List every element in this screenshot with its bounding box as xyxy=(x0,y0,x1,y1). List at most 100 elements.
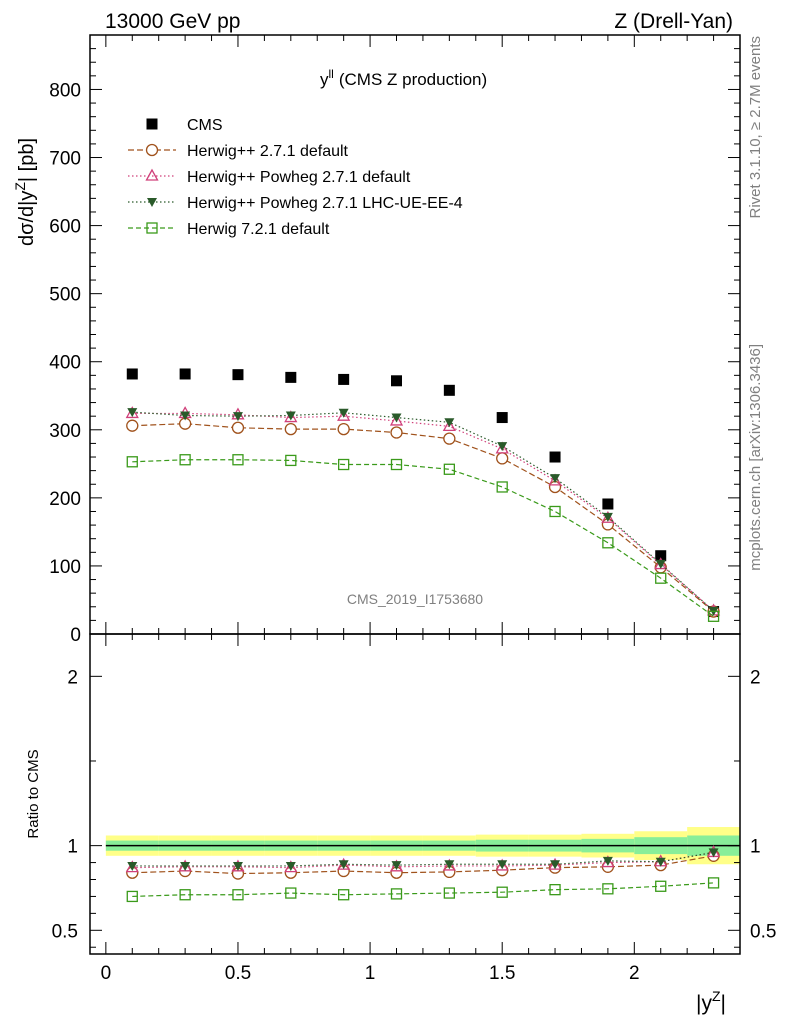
series-line xyxy=(132,411,714,612)
series-line xyxy=(132,412,714,612)
ratio-plot-frame xyxy=(89,633,741,955)
data-point xyxy=(707,610,720,622)
data-point xyxy=(391,375,403,387)
y-tick-label: 800 xyxy=(49,80,81,101)
legend-label: CMS xyxy=(187,117,223,134)
series-line xyxy=(132,459,714,617)
x-tick-label: 2 xyxy=(629,963,640,984)
data-point xyxy=(496,412,508,424)
x-tick-label: 0 xyxy=(101,963,112,984)
header-right-label: Z (Drell-Yan) xyxy=(614,10,733,33)
legend-entry: Herwig++ 2.7.1 default xyxy=(128,143,349,160)
x-tick-label: 1 xyxy=(365,963,376,984)
data-point xyxy=(390,458,403,471)
legend-marker xyxy=(145,143,159,157)
data-point xyxy=(337,422,350,436)
ratio-data-point xyxy=(443,887,455,899)
y-axis-label: dσ/d|yZ| [pb] xyxy=(12,138,38,246)
data-point xyxy=(442,419,456,432)
mcplots-reference-label: mcplots.cern.ch [arXiv:1306.3436] xyxy=(747,344,764,571)
legend-entry: Herwig++ Powheg 2.7.1 LHC-UE-EE-4 xyxy=(128,195,463,212)
analysis-watermark: CMS_2019_I1753680 xyxy=(347,591,483,607)
ratio-data-point xyxy=(125,860,139,873)
data-point xyxy=(231,421,245,434)
legend-marker xyxy=(146,118,158,130)
data-point xyxy=(497,442,508,452)
data-point xyxy=(655,572,667,584)
y-tick-label: 700 xyxy=(49,149,81,170)
series-0 xyxy=(126,368,720,618)
ratio-y-axis-label: Ratio to CMS xyxy=(25,749,42,838)
legend-label: Herwig++ 2.7.1 default xyxy=(187,143,349,160)
series-2 xyxy=(125,406,721,616)
ratio-y-tick-label: 1 xyxy=(67,837,78,858)
ratio-series-line xyxy=(132,851,714,867)
legend-label: Herwig 7.2.1 default xyxy=(187,221,330,238)
legend: CMS Herwig++ 2.7.1 default Herwig++ Powheg… xyxy=(128,117,463,238)
data-point xyxy=(389,413,404,426)
y-tick-label: 300 xyxy=(49,421,81,442)
y-tick-label: 600 xyxy=(49,217,81,238)
data-point xyxy=(443,384,455,396)
ratio-data-point xyxy=(285,861,296,871)
data-point xyxy=(232,454,244,466)
ratio-data-point xyxy=(655,857,666,867)
ratio-data-point xyxy=(126,890,138,903)
ratio-data-point xyxy=(549,884,561,896)
y-tick-label: 400 xyxy=(49,353,81,374)
series-4 xyxy=(126,454,720,622)
ratio-data-point xyxy=(284,860,298,873)
ratio-data-point xyxy=(232,861,243,871)
data-point xyxy=(338,458,350,471)
data-point xyxy=(179,368,191,380)
ratio-data-point xyxy=(180,861,191,871)
y-tick-label: 0 xyxy=(70,625,81,646)
data-point xyxy=(127,408,138,418)
data-point xyxy=(495,441,509,454)
ratio-y-tick-label-right: 0.5 xyxy=(750,921,776,942)
series-line xyxy=(132,423,714,612)
header-left-label: 13000 GeV pp xyxy=(105,10,240,33)
ratio-data-point xyxy=(442,858,456,871)
data-point xyxy=(126,368,138,380)
data-point xyxy=(496,481,508,493)
ratio-data-point xyxy=(497,860,508,870)
ratio-data-point xyxy=(179,889,191,901)
ratio-data-point xyxy=(444,860,455,870)
series-3 xyxy=(127,408,719,616)
data-point xyxy=(338,373,350,385)
data-point xyxy=(444,418,455,428)
data-point xyxy=(655,559,666,569)
data-point xyxy=(284,422,297,436)
data-point xyxy=(232,369,244,381)
series-1 xyxy=(126,417,720,618)
ratio-data-point xyxy=(602,883,614,895)
ratio-y-tick-label: 0.5 xyxy=(52,921,78,942)
data-point xyxy=(338,408,349,418)
legend-label: Herwig++ Powheg 2.7.1 default xyxy=(187,169,411,186)
x-axis-label: |yZ| xyxy=(696,988,726,1015)
ratio-series-line xyxy=(132,855,714,875)
legend-entry: Herwig 7.2.1 default xyxy=(128,221,330,238)
main-plot-panel: 0 100 200 300 400 500 600 700 800 yll (CMS Z prod… xyxy=(12,34,741,646)
y-tick-label: 200 xyxy=(49,489,81,510)
data-point xyxy=(443,463,455,475)
data-point xyxy=(601,510,615,523)
legend-entry: CMS xyxy=(146,117,223,134)
ratio-series-3 xyxy=(126,877,720,903)
y-tick-label: 500 xyxy=(49,285,81,306)
data-point xyxy=(390,426,403,439)
ratio-data-point xyxy=(338,860,349,870)
ratio-y-tick-label-right: 1 xyxy=(750,837,761,858)
plot-title: yll (CMS Z production) xyxy=(320,67,487,89)
ratio-data-point xyxy=(550,860,561,870)
ratio-data-point xyxy=(496,886,508,898)
ratio-data-point xyxy=(285,887,297,899)
x-tick-label: 1.5 xyxy=(489,963,515,984)
data-point xyxy=(125,406,139,419)
ratio-data-point xyxy=(655,880,667,892)
ratio-series-2 xyxy=(127,848,719,871)
ratio-series-line xyxy=(132,851,714,869)
ratio-plot-panel: 0 0.5 1 1.5 2 0.5 0.5 1 1 2 2 Ratio to CMS |yZ| xyxy=(25,633,776,1015)
data-point xyxy=(285,371,297,383)
